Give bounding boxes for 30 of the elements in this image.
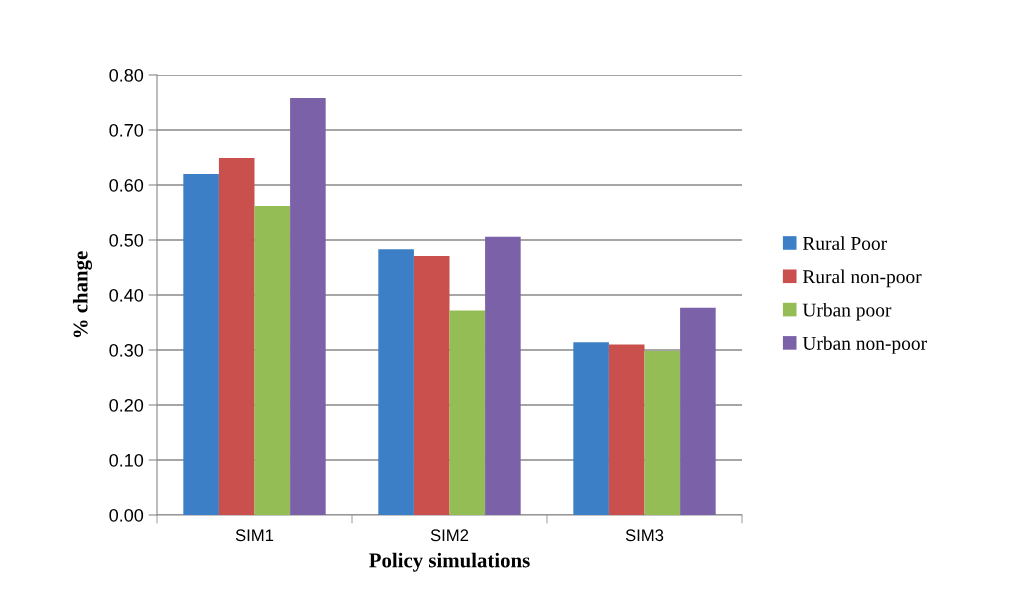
- y-tick-label: 0.20: [109, 398, 144, 412]
- bar: [290, 98, 326, 515]
- y-tick-label: 0.40: [109, 288, 144, 302]
- y-tick-label: 0.60: [109, 178, 144, 192]
- y-tick-label: 0.70: [109, 123, 144, 137]
- bar: [378, 249, 414, 515]
- legend-label: Urban poor: [802, 302, 892, 321]
- legend-label: Rural Poor: [802, 236, 887, 250]
- bar: [413, 255, 450, 515]
- bar: [644, 351, 681, 515]
- bar: [183, 174, 219, 515]
- x-axis-title: Policy simulations: [369, 552, 530, 572]
- y-tick-label: 0.10: [109, 453, 144, 467]
- legend-label: Rural non-poor: [802, 269, 922, 288]
- bar: [608, 344, 645, 515]
- bar: [254, 205, 291, 515]
- y-tick-label: 0.50: [109, 233, 144, 247]
- y-tick-label: 0.30: [109, 343, 144, 357]
- y-tick-label: 0.00: [109, 508, 144, 522]
- bar: [218, 158, 255, 515]
- y-axis-title: % change: [72, 251, 92, 338]
- bar: [573, 342, 609, 515]
- bar: [680, 307, 716, 515]
- x-tick-label: SIM3: [625, 529, 664, 542]
- bar: [485, 236, 521, 515]
- x-tick-label: SIM1: [235, 529, 274, 542]
- legend-label: Urban non-poor: [802, 336, 927, 354]
- y-tick-label: 0.80: [109, 68, 144, 82]
- bar: [449, 310, 486, 515]
- x-tick-label: SIM2: [430, 529, 469, 542]
